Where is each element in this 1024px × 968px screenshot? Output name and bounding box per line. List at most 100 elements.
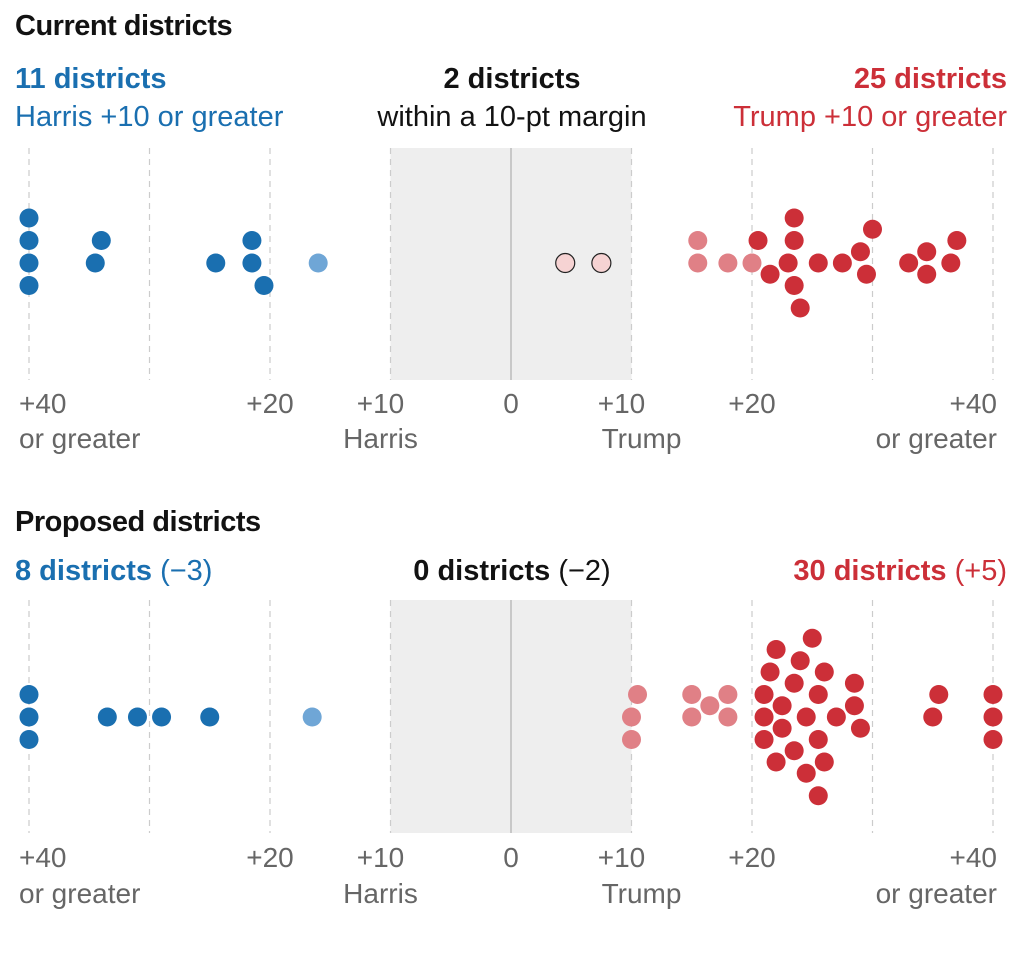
district-point-trump-tossup [591, 252, 612, 274]
district-point-trump-strong [947, 231, 967, 250]
district-point-trump-lean [622, 707, 641, 727]
current-districts-panel: Current districts 11 districts Harris +1… [0, 0, 1024, 470]
tick-label: +40 [19, 842, 67, 873]
district-point-trump-strong [784, 231, 804, 250]
district-point-harris-lean [302, 707, 322, 727]
district-point-trump-strong [983, 730, 1003, 749]
tick-label: +20 [246, 842, 294, 873]
harris-change: (−3) [160, 555, 213, 587]
district-point-trump-lean [622, 730, 641, 749]
district-point-trump-strong [754, 730, 774, 749]
district-point-trump-strong [748, 231, 768, 250]
district-point-trump-lean [718, 253, 738, 273]
tick-sublabel: Harris [343, 878, 418, 909]
district-point-harris-strong [19, 208, 39, 228]
district-point-trump-strong [808, 253, 828, 273]
district-point-trump-lean [682, 707, 702, 727]
trump-change: (+5) [954, 555, 1007, 587]
district-point-trump-tossup [555, 252, 576, 274]
harris-sublabel: Harris +10 or greater [15, 101, 284, 133]
district-point-trump-strong [754, 685, 774, 704]
tossup-sublabel: within a 10-pt margin [377, 101, 647, 133]
district-point-harris-strong [97, 707, 117, 727]
tossup-change: (−2) [558, 555, 611, 587]
tick-sublabel: or greater [876, 878, 997, 909]
district-point-trump-lean [742, 253, 762, 273]
district-point-trump-strong [754, 707, 774, 727]
district-point-trump-strong [856, 264, 876, 284]
district-point-harris-strong [19, 707, 39, 727]
district-point-trump-strong [796, 707, 816, 727]
tick-label: +10 [598, 842, 646, 873]
district-point-trump-strong [766, 752, 786, 772]
district-point-harris-strong [127, 707, 147, 727]
panel-title: Current districts [15, 10, 233, 42]
district-point-trump-strong [784, 276, 804, 295]
tick-sublabel: Trump [602, 423, 682, 454]
tossup-count: 0 districts [413, 555, 551, 587]
district-point-trump-lean [718, 685, 738, 704]
tossup-group-label: 0 districts (−2) [413, 552, 610, 590]
district-point-trump-strong [844, 696, 864, 716]
district-point-trump-strong [808, 730, 828, 749]
district-point-trump-strong [917, 264, 937, 284]
district-point-trump-strong [899, 253, 919, 273]
district-point-trump-strong [983, 685, 1003, 704]
district-point-trump-strong [760, 662, 780, 682]
district-point-trump-lean [688, 231, 708, 250]
trump-count: 25 districts [853, 63, 1007, 95]
district-point-harris-strong [85, 253, 105, 273]
district-point-trump-strong [802, 628, 822, 648]
district-point-harris-strong [200, 707, 220, 727]
district-point-trump-strong [784, 208, 804, 228]
current-districts-plot: +40 or greater +20 +10 Harris 0 +10 Trump +20 +40… [19, 148, 997, 454]
district-point-trump-strong [784, 741, 804, 761]
district-point-harris-strong [206, 253, 226, 273]
district-point-trump-strong [863, 219, 882, 239]
tick-label: +10 [357, 842, 405, 873]
tick-sublabel: Trump [602, 878, 682, 909]
district-point-harris-strong [19, 685, 39, 704]
tick-sublabel: or greater [19, 423, 140, 454]
harris-group-label: 8 districts (−3) [15, 552, 212, 590]
district-point-harris-strong [19, 276, 39, 295]
district-point-trump-strong [832, 253, 852, 273]
proposed-districts-panel: Proposed districts 8 districts (−3) 0 di… [0, 498, 1024, 927]
district-point-harris-strong [152, 707, 172, 727]
harris-group-label: 11 districts Harris +10 or greater [15, 60, 283, 136]
district-point-trump-strong [808, 685, 828, 704]
trump-group-label: 30 districts (+5) [793, 552, 1007, 590]
tick-sublabel: or greater [19, 878, 140, 909]
district-point-trump-strong [850, 242, 870, 262]
district-point-trump-strong [790, 298, 810, 318]
trump-count: 30 districts [793, 555, 947, 587]
district-point-trump-strong [772, 696, 792, 716]
district-point-trump-strong [796, 763, 816, 783]
tick-label: 0 [503, 842, 519, 873]
district-point-trump-strong [784, 673, 804, 693]
tick-label: +20 [728, 388, 776, 419]
trump-group-label: 25 districts Trump +10 or greater [733, 60, 1007, 136]
district-point-trump-strong [814, 752, 834, 772]
district-point-trump-strong [929, 685, 949, 704]
tick-label: +40 [950, 842, 998, 873]
district-point-harris-strong [242, 253, 262, 273]
district-point-trump-lean [682, 685, 702, 704]
district-point-trump-strong [844, 673, 864, 693]
district-point-trump-strong [766, 640, 786, 659]
tossup-group-label: 2 districts within a 10-pt margin [377, 60, 646, 136]
district-point-harris-strong [19, 253, 39, 273]
district-point-harris-strong [254, 276, 274, 295]
district-point-trump-lean [718, 707, 738, 727]
district-point-harris-strong [19, 730, 39, 749]
tick-label: +20 [246, 388, 294, 419]
tick-sublabel: or greater [876, 423, 997, 454]
district-point-trump-strong [814, 662, 834, 682]
trump-sublabel: Trump +10 or greater [733, 101, 1007, 133]
tick-label: +40 [19, 388, 67, 419]
district-point-trump-lean [688, 253, 708, 273]
district-point-trump-strong [808, 786, 828, 806]
district-point-trump-lean [700, 696, 720, 716]
district-point-trump-strong [778, 253, 798, 273]
district-point-harris-strong [242, 231, 262, 250]
